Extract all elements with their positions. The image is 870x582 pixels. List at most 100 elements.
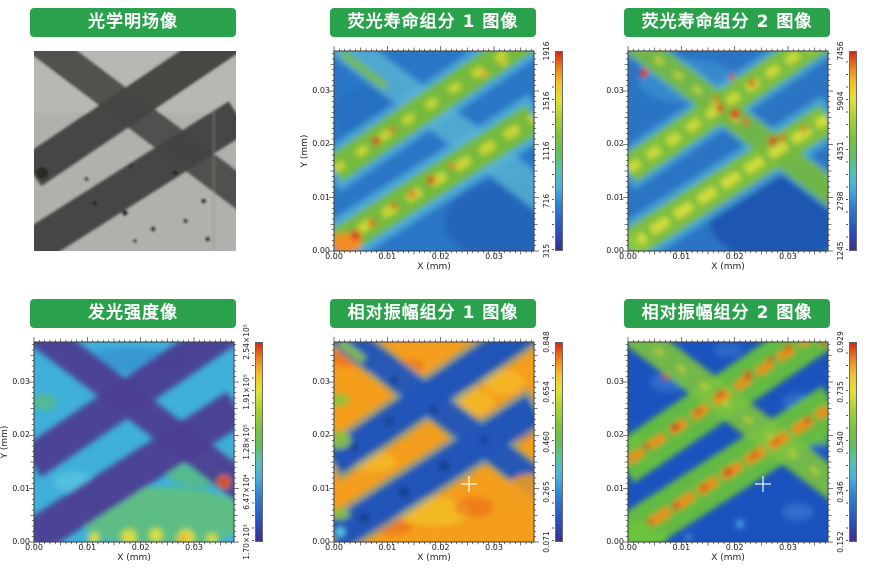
colorbar: 0.071 0.265 0.460 0.654 0.848	[540, 331, 564, 553]
colorbar-gradient	[846, 342, 857, 542]
y-tick-label: 0.02	[12, 430, 30, 440]
x-tick-label: 0.03	[779, 543, 797, 552]
panel-lifetime-1: 荧光寿命组分 1 图像 Y (mm) 0.00 0.01 0.02 0.03	[290, 0, 580, 291]
optical-image	[34, 51, 236, 251]
x-tick-label: 0.02	[431, 543, 450, 552]
panel-title: 荧光寿命组分 2 图像	[624, 8, 830, 37]
cbar-tick-label: 0.071	[541, 531, 551, 553]
heatmap-graphic	[628, 51, 828, 251]
heatmap-graphic	[334, 342, 534, 542]
x-tick-label: 0.01	[378, 543, 397, 552]
cbar-tick-label: 2798	[835, 191, 845, 211]
y-tick-label: 0.01	[312, 192, 330, 202]
y-tick-label: 0.01	[606, 483, 624, 493]
x-tick-label: 0.00	[619, 252, 637, 261]
cbar-tick-label: 1916	[541, 41, 551, 61]
x-tick-label: 0.03	[485, 252, 503, 261]
heatmap-graphic	[34, 342, 234, 542]
x-axis-label: X (mm)	[417, 553, 451, 563]
optical-image-graphic	[34, 51, 236, 251]
heatmap-plot	[623, 337, 833, 547]
y-tick-label: 0.02	[312, 430, 330, 440]
y-tick-label: 0.01	[312, 483, 330, 493]
x-tick-label: 0.00	[619, 543, 637, 552]
y-tick-label: 0.02	[606, 430, 624, 440]
cbar-tick-label: 2.54×10⁵	[241, 324, 251, 360]
cbar-tick-label: 0.540	[835, 431, 845, 453]
x-tick-label: 0.00	[325, 543, 343, 552]
colorbar-gradient	[846, 51, 857, 251]
cbar-tick-label: 1245	[835, 241, 845, 261]
cbar-tick-label: 1.28×10⁵	[241, 424, 251, 460]
x-tick-label: 0.02	[725, 252, 744, 261]
y-tick-labels: 0.00 0.01 0.02 0.03	[300, 51, 334, 255]
x-tick-labels: 0.00 0.01 0.02 0.03	[325, 251, 534, 262]
x-tick-label: 0.03	[779, 252, 797, 261]
panel-title: 光学明场像	[30, 8, 236, 37]
x-tick-label: 0.03	[185, 543, 203, 552]
colorbar: 1.70×10³ 6.47×10⁴ 1.28×10⁵ 1.91×10⁵ 2.54×10⁵	[240, 324, 264, 560]
y-tick-labels: 0.00 0.01 0.02 0.03	[0, 342, 34, 546]
panel-optical-brightfield: 光学明场像	[0, 0, 290, 291]
colorbar: 0.152 0.346 0.540 0.735 0.929	[834, 331, 858, 553]
x-axis-label: X (mm)	[711, 553, 745, 563]
y-tick-label: 0.02	[606, 139, 624, 149]
panel-title: 相对振幅组分 2 图像	[624, 299, 830, 328]
x-tick-label: 0.02	[431, 252, 450, 261]
heatmap-graphic	[334, 51, 534, 251]
cbar-tick-label: 1.91×10⁵	[241, 374, 251, 410]
colorbar: 1245 2798 4351 5904 7456	[834, 41, 858, 261]
y-axis: Y (mm) 0.00 0.01 0.02 0.03	[0, 342, 34, 546]
x-tick-label: 0.03	[485, 543, 503, 552]
y-tick-label: 0.00	[312, 246, 330, 255]
panel-amplitude-2: 相对振幅组分 2 图像 0.00 0.01 0.02 0.03	[580, 291, 870, 582]
y-axis: 0.00 0.01 0.02 0.03	[594, 51, 628, 255]
panel-lifetime-2: 荧光寿命组分 2 图像 0.00 0.01 0.02 0.03	[580, 0, 870, 291]
panel-title: 相对振幅组分 1 图像	[330, 299, 536, 328]
x-tick-label: 0.01	[672, 543, 691, 552]
x-tick-labels: 0.00 0.01 0.02 0.03	[619, 542, 828, 553]
colorbar-gradient	[252, 342, 263, 542]
y-axis: 0.00 0.01 0.02 0.03	[594, 342, 628, 546]
cbar-tick-label: 0.460	[541, 431, 551, 453]
cbar-tick-label: 6.47×10⁴	[241, 474, 251, 510]
colorbar: 315 716 1116 1516 1916	[540, 41, 564, 258]
cbar-tick-label: 7456	[835, 41, 845, 61]
y-tick-labels: 0.00 0.01 0.02 0.03	[594, 51, 628, 255]
panel-title: 荧光寿命组分 1 图像	[330, 8, 536, 37]
y-tick-label: 0.03	[606, 86, 624, 95]
cbar-tick-label: 0.654	[541, 381, 551, 403]
cbar-tick-label: 0.929	[835, 331, 845, 353]
colorbar-gradient	[552, 51, 563, 251]
y-tick-label: 0.03	[606, 377, 624, 386]
panel-title: 发光强度像	[30, 299, 236, 328]
panel-intensity: 发光强度像 Y (mm) 0.00 0.01 0.02 0.03	[0, 291, 290, 582]
heatmap-plot	[329, 46, 539, 256]
cbar-tick-label: 0.265	[541, 481, 551, 503]
y-tick-label: 0.01	[606, 192, 624, 202]
cbar-tick-label: 1516	[541, 91, 551, 111]
cbar-tick-label: 5904	[835, 91, 845, 111]
colorbar-gradient	[552, 342, 563, 542]
x-axis-label: X (mm)	[117, 553, 151, 563]
x-tick-label: 0.00	[325, 252, 343, 261]
cbar-tick-label: 0.848	[541, 331, 551, 353]
heatmap-graphic	[628, 342, 828, 542]
cbar-tick-label: 0.152	[835, 531, 845, 553]
x-axis-label: X (mm)	[417, 262, 451, 272]
x-tick-labels: 0.00 0.01 0.02 0.03	[25, 542, 234, 553]
y-tick-label: 0.01	[12, 483, 30, 493]
x-tick-label: 0.01	[78, 543, 97, 552]
x-tick-labels: 0.00 0.01 0.02 0.03	[619, 251, 828, 262]
panel-amplitude-1: 相对振幅组分 1 图像 0.00 0.01 0.02 0.03	[290, 291, 580, 582]
heatmap-plot	[623, 46, 833, 256]
cbar-tick-label: 1.70×10³	[241, 524, 251, 560]
x-tick-label: 0.01	[378, 252, 397, 261]
y-tick-labels: 0.00 0.01 0.02 0.03	[594, 342, 628, 546]
x-tick-label: 0.02	[131, 543, 150, 552]
y-tick-labels: 0.00 0.01 0.02 0.03	[300, 342, 334, 546]
x-tick-label: 0.00	[25, 543, 43, 552]
cbar-tick-label: 4351	[835, 141, 845, 161]
y-tick-label: 0.00	[606, 246, 624, 255]
y-axis: Y (mm) 0.00 0.01 0.02 0.03	[300, 51, 334, 255]
